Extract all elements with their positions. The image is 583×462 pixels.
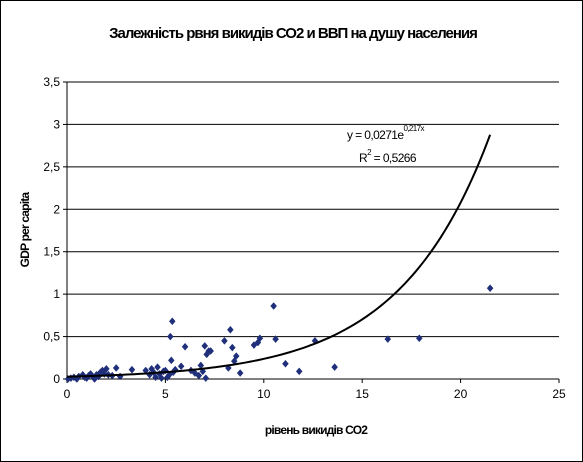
data-point	[331, 363, 338, 372]
x-tick-label: 20	[454, 387, 468, 401]
data-point	[167, 356, 175, 365]
data-point	[152, 373, 159, 382]
data-point	[177, 362, 185, 371]
data-point	[166, 332, 174, 341]
y-axis-label: GDP per capita	[18, 192, 32, 268]
data-point	[207, 347, 214, 355]
data-point	[232, 352, 240, 360]
y-tick-label: 1,5	[43, 245, 60, 259]
equation-exponent: 0,217x	[403, 124, 424, 133]
data-point	[272, 335, 279, 344]
r2-value: = 0,5266	[371, 151, 417, 165]
data-point	[154, 363, 161, 372]
data-point	[103, 364, 110, 373]
data-point	[202, 374, 210, 383]
gridlines	[63, 81, 560, 383]
y-tick-label: 2,5	[43, 160, 60, 174]
data-point	[256, 334, 264, 343]
data-point	[228, 343, 236, 352]
data-point	[158, 374, 165, 383]
data-point	[486, 284, 494, 293]
data-point	[195, 371, 203, 380]
data-point	[112, 364, 120, 372]
r2-superscript: 2	[367, 148, 372, 157]
data-point	[221, 336, 228, 345]
y-tick-label: 0	[53, 372, 60, 386]
trendline	[66, 134, 492, 378]
y-tick-label: 3,5	[43, 75, 60, 89]
chart-title: Залежність рвня викидів СО2 и ВВП на душ…	[109, 25, 477, 42]
y-tick-label: 3	[53, 117, 60, 131]
y-tick-label: 1	[53, 287, 60, 301]
x-tick-labels: 0 5 10 15 20 25	[64, 387, 566, 401]
x-axis-label: рівень викидів СО2	[265, 423, 368, 437]
trendline-equation: y = 0,0271e0,217x	[347, 124, 424, 142]
data-point	[236, 369, 244, 377]
r-squared-label: R2 = 0,5266	[359, 148, 417, 165]
x-tick-label: 0	[64, 387, 71, 401]
data-point	[282, 359, 289, 368]
data-point	[181, 342, 189, 351]
axes	[66, 82, 559, 380]
data-point	[227, 325, 234, 334]
y-tick-label: 0,5	[43, 330, 60, 344]
data-point	[384, 335, 392, 344]
x-tick-label: 5	[162, 387, 169, 401]
data-point	[128, 365, 136, 374]
equation-main: y = 0,0271e	[347, 128, 404, 142]
r2-prefix: R	[359, 151, 368, 165]
x-tick-label: 25	[552, 387, 566, 401]
data-point	[270, 302, 277, 310]
data-point	[201, 342, 209, 350]
x-tick-label: 10	[257, 387, 271, 401]
y-tick-label: 2	[53, 202, 60, 216]
data-point	[168, 317, 176, 326]
y-tick-labels: 0 0,5 1 1,5 2 2,5 3 3,5	[43, 75, 60, 386]
data-points	[64, 284, 494, 383]
x-tick-label: 15	[356, 387, 370, 401]
data-point	[415, 334, 423, 343]
data-point	[295, 367, 303, 376]
